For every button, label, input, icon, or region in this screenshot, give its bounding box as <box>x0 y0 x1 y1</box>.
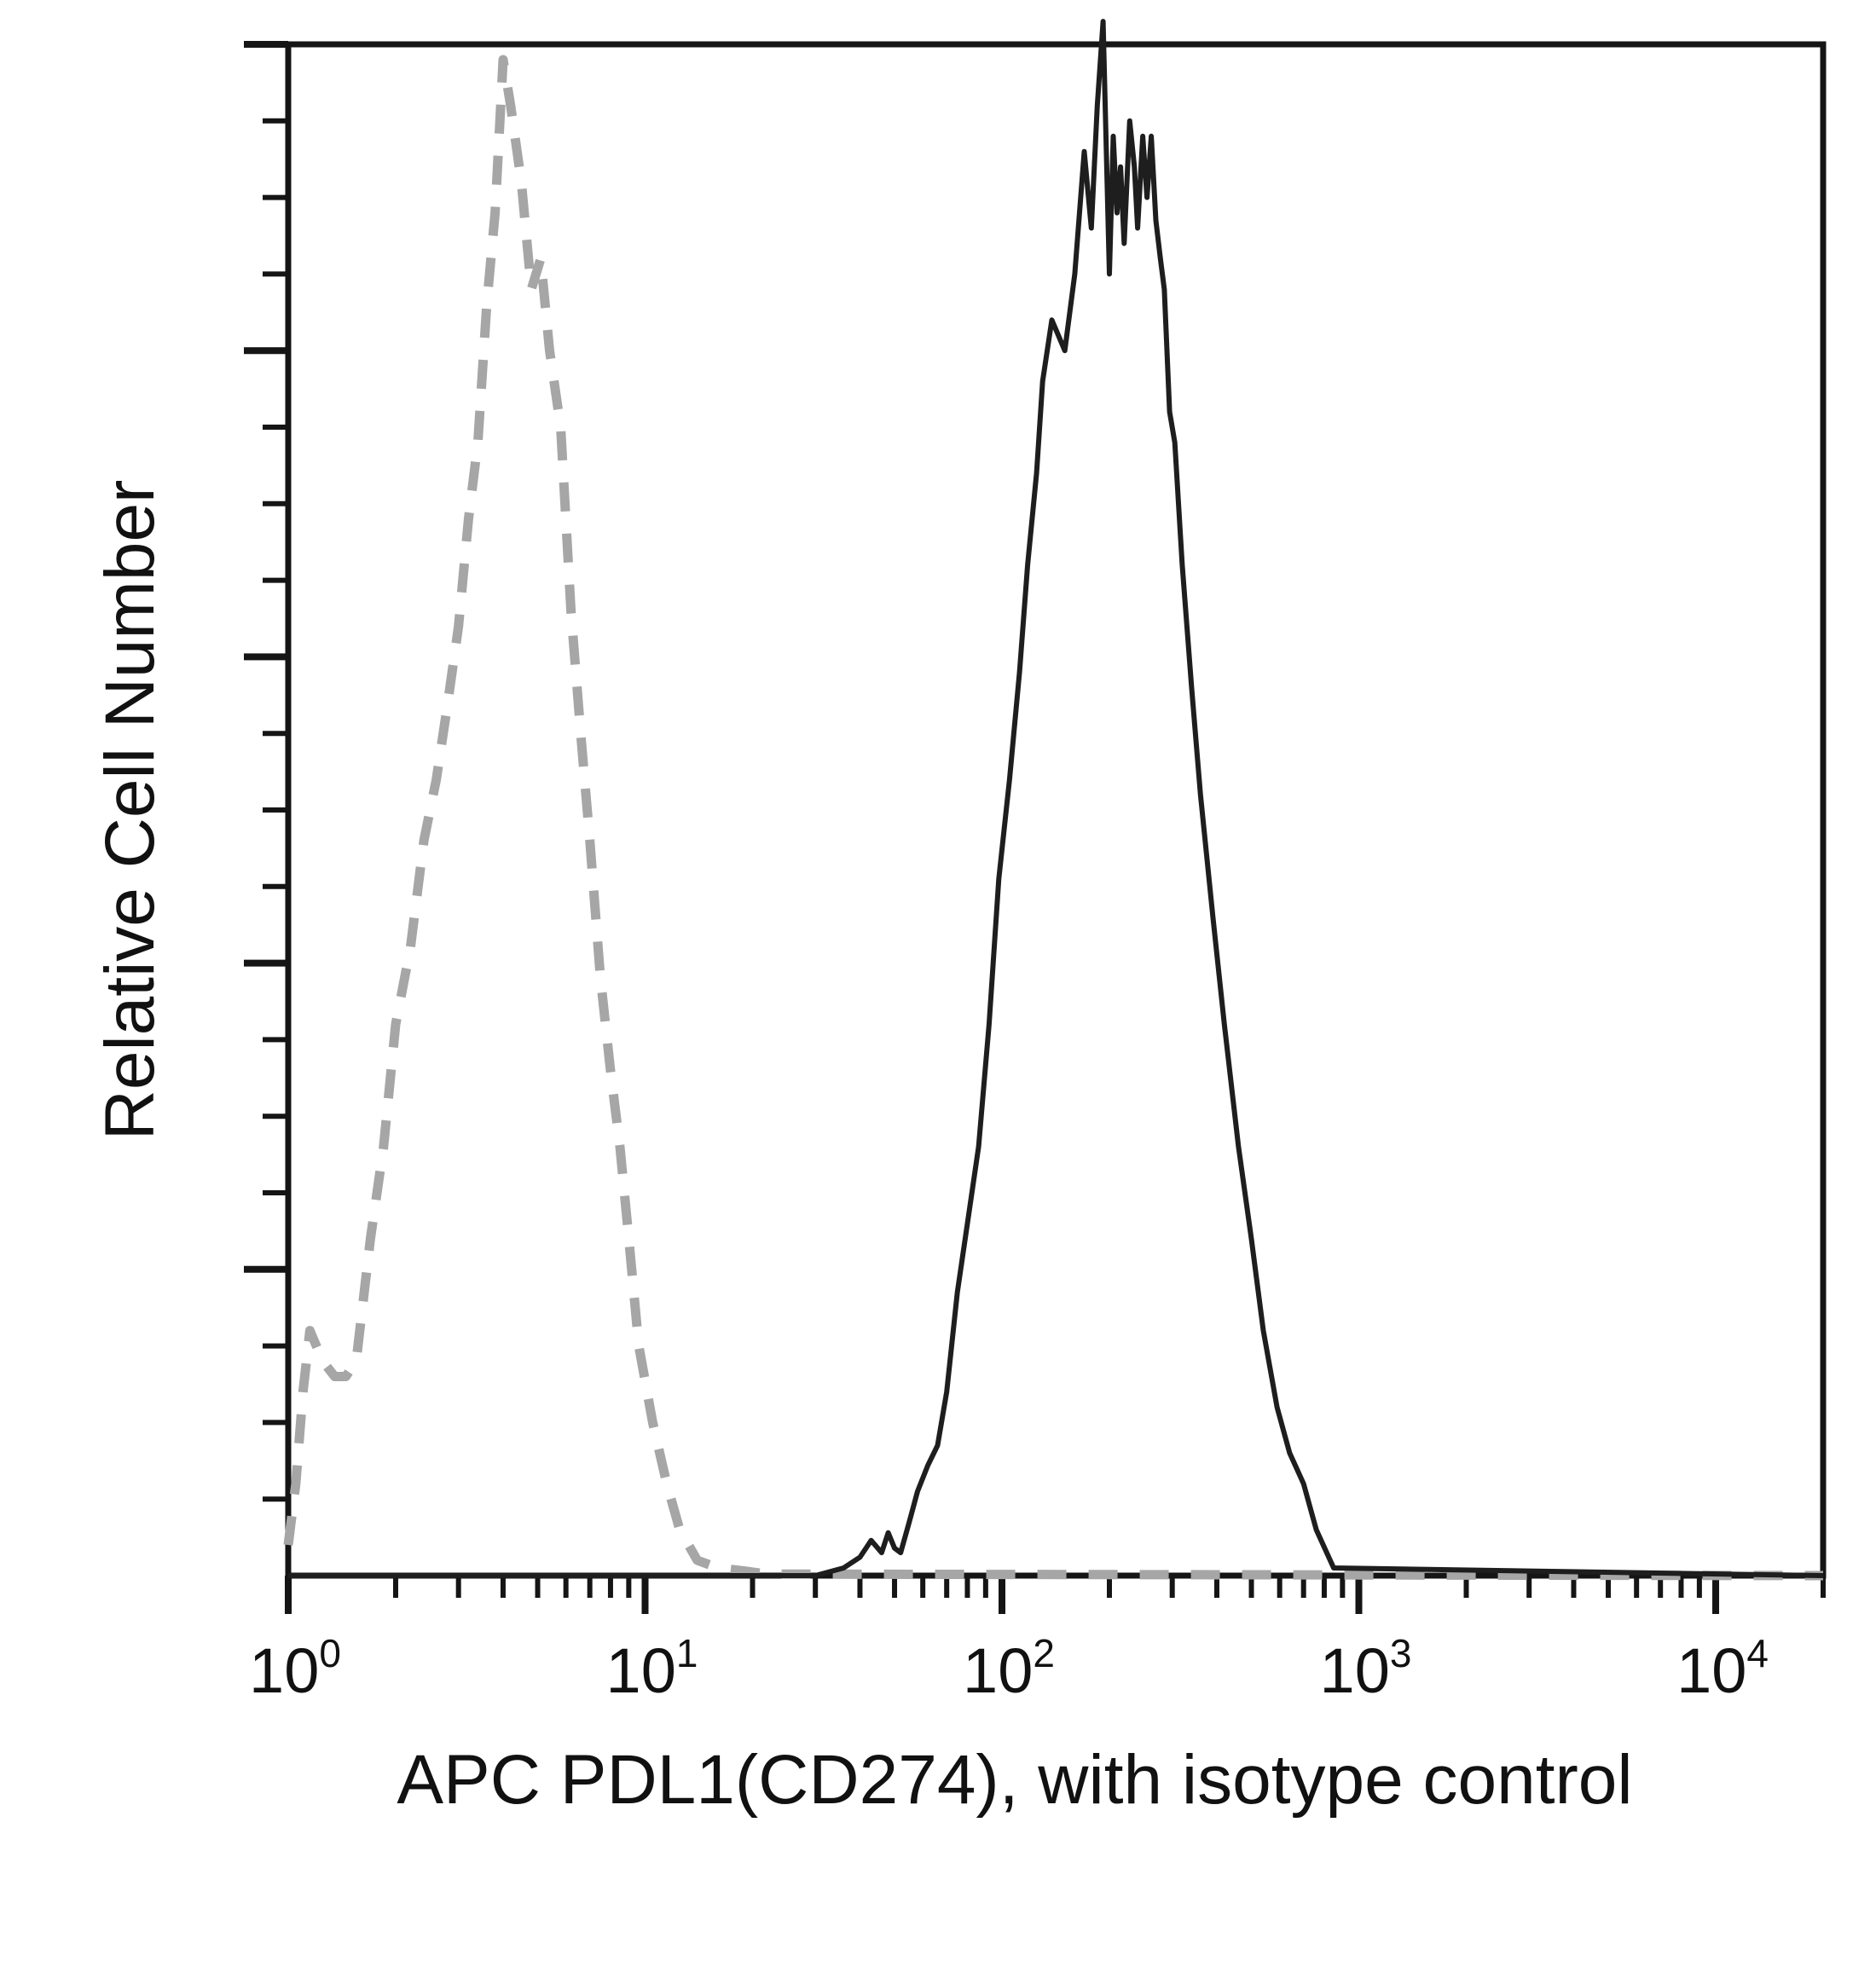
x-tick-label: 102 <box>963 1631 1055 1706</box>
x-tick-label: 103 <box>1320 1631 1412 1706</box>
pdl1-sample-line <box>288 19 1824 1578</box>
plot-frame <box>285 41 1827 1579</box>
x-axis-tick-labels: 100 101 102 103 104 <box>249 1631 1769 1706</box>
x-axis-title: APC PDL1(CD274), with isotype control <box>397 1741 1632 1819</box>
x-tick-label: 101 <box>606 1631 698 1706</box>
y-axis-ticks <box>244 41 288 1502</box>
plot-area <box>244 19 1827 1614</box>
x-tick-label: 104 <box>1676 1631 1769 1706</box>
isotype-control-line <box>283 55 1824 1581</box>
x-axis-ticks <box>285 1576 1826 1614</box>
y-axis-title: Relative Cell Number <box>91 480 169 1141</box>
x-tick-label: 100 <box>249 1631 341 1706</box>
